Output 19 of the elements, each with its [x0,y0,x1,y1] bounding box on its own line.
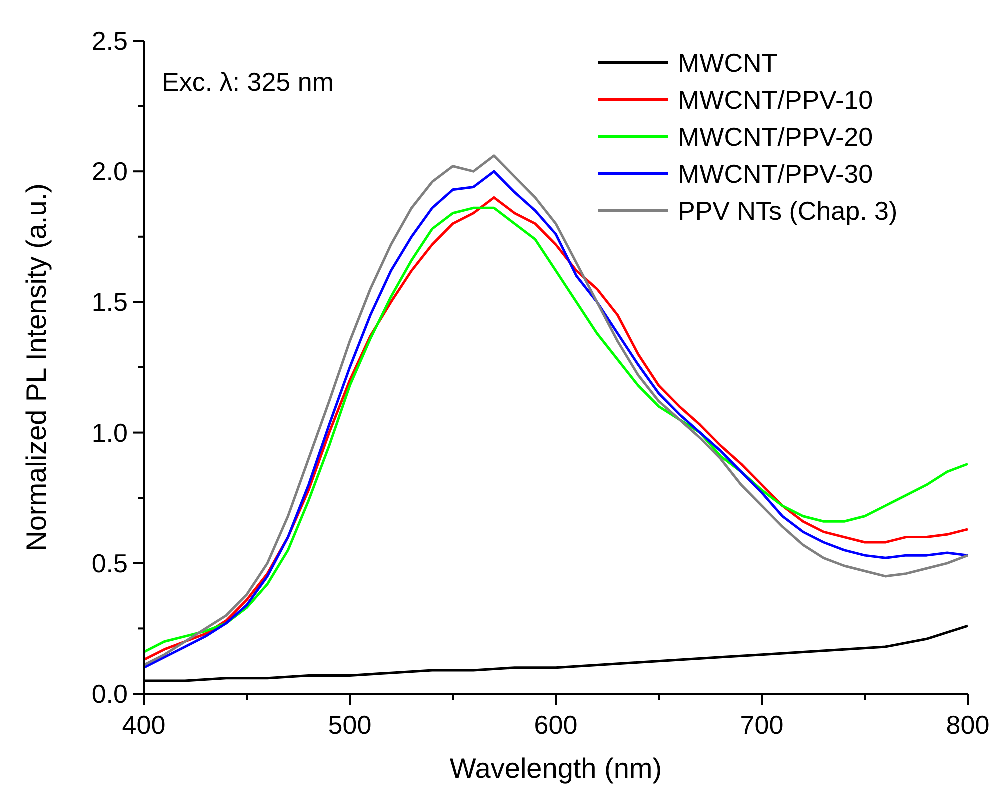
x-tick-label: 600 [534,710,578,740]
legend-label: MWCNT/PPV-10 [678,85,874,115]
legend-label: MWCNT [678,48,778,78]
x-tick-label: 700 [740,710,784,740]
y-axis-title: Normalized PL Intensity (a.u.) [21,184,52,552]
y-tick-label: 2.5 [92,26,128,56]
y-tick-label: 1.0 [92,418,128,448]
annotation: Exc. λ: 325 nm [162,67,334,97]
x-tick-label: 800 [946,710,989,740]
y-tick-label: 0.5 [92,548,128,578]
legend-label: MWCNT/PPV-30 [678,159,874,189]
y-tick-label: 1.5 [92,287,128,318]
legend-label: PPV NTs (Chap. 3) [678,196,898,226]
x-tick-label: 500 [328,710,372,740]
y-tick-label: 0.0 [92,679,128,709]
x-axis-title: Wavelength (nm) [450,753,662,784]
x-tick-label: 400 [122,710,166,740]
y-tick-label: 2.0 [92,156,128,187]
legend-label: MWCNT/PPV-20 [678,122,874,152]
